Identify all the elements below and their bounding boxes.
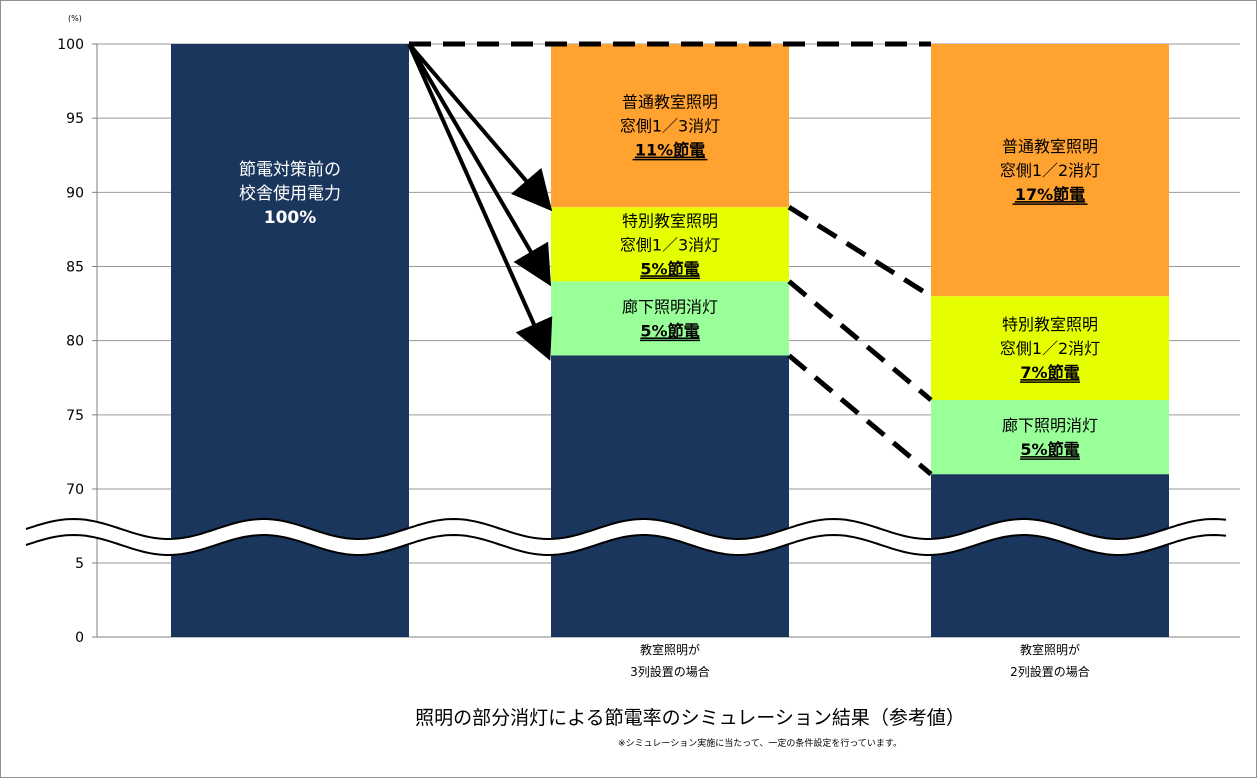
reduction-arrow xyxy=(407,42,553,212)
bar-segment xyxy=(551,355,789,637)
bar-segment xyxy=(551,207,789,282)
bar-segment xyxy=(931,400,1169,475)
bar-segment xyxy=(551,281,789,356)
segment-label: 特別教室照明 xyxy=(1002,315,1098,334)
chart-note: ※シミュレーション実施に当たって、一定の条件設定を行っています。 xyxy=(618,737,902,749)
dashed-connector xyxy=(787,205,933,299)
segment-savings-label: 17%節電 xyxy=(1015,185,1085,204)
bar-segment xyxy=(931,474,1169,637)
segment-label: 廊下照明消灯 xyxy=(622,297,718,316)
segment-label: 窓側1／2消灯 xyxy=(1000,339,1100,358)
bar-segment xyxy=(551,44,789,208)
axis-break-line-bottom xyxy=(25,533,1227,557)
segment-label: 窓側1／2消灯 xyxy=(1000,161,1100,180)
segment-savings-label: 100% xyxy=(264,208,317,228)
segment-savings-label: 5%節電 xyxy=(1020,440,1079,459)
y-tick-label: 5 xyxy=(75,556,84,572)
y-axis-unit: (%) xyxy=(68,14,82,23)
segment-label: 窓側1／3消灯 xyxy=(620,235,720,254)
bar-segment xyxy=(931,44,1169,297)
chart-title: 照明の部分消灯による節電率のシミュレーション結果（参考値） xyxy=(415,707,965,729)
segment-label: 窓側1／3消灯 xyxy=(620,117,720,136)
axis-break xyxy=(23,517,1227,557)
connectors xyxy=(407,41,933,477)
segment-label: 節電対策前の xyxy=(239,160,341,180)
reduction-arrow xyxy=(407,43,553,361)
y-tick-label: 95 xyxy=(66,111,84,127)
segment-label: 校舎使用電力 xyxy=(239,183,341,204)
y-tick-label: 85 xyxy=(66,260,84,276)
segment-savings-label: 5%節電 xyxy=(640,259,699,278)
axis-break-line-top xyxy=(25,517,1227,541)
segment-label: 廊下照明消灯 xyxy=(1002,416,1098,435)
y-tick-label: 75 xyxy=(66,408,84,424)
x-category-label: 2列設置の場合 xyxy=(1010,664,1090,679)
segment-savings-label: 7%節電 xyxy=(1020,363,1079,382)
axis-break-band xyxy=(23,518,1227,556)
y-tick-label: 70 xyxy=(66,482,84,498)
y-tick-label: 0 xyxy=(75,630,84,646)
y-tick-label: 90 xyxy=(66,185,84,201)
segment-savings-label: 11%節電 xyxy=(635,141,705,160)
segment-label: 特別教室照明 xyxy=(622,211,718,230)
y-tick-label: 80 xyxy=(66,334,84,350)
dashed-connector xyxy=(787,279,933,402)
x-category-label: 教室照明が xyxy=(1020,642,1080,657)
y-tick-label: 100 xyxy=(57,37,84,53)
dashed-connector xyxy=(787,353,933,477)
x-category-label: 教室照明が xyxy=(640,642,700,657)
reduction-arrow xyxy=(407,42,552,287)
segment-label: 普通教室照明 xyxy=(622,93,718,112)
segment-label: 普通教室照明 xyxy=(1002,137,1098,156)
segment-savings-label: 5%節電 xyxy=(640,321,699,340)
x-category-label: 3列設置の場合 xyxy=(630,664,710,679)
